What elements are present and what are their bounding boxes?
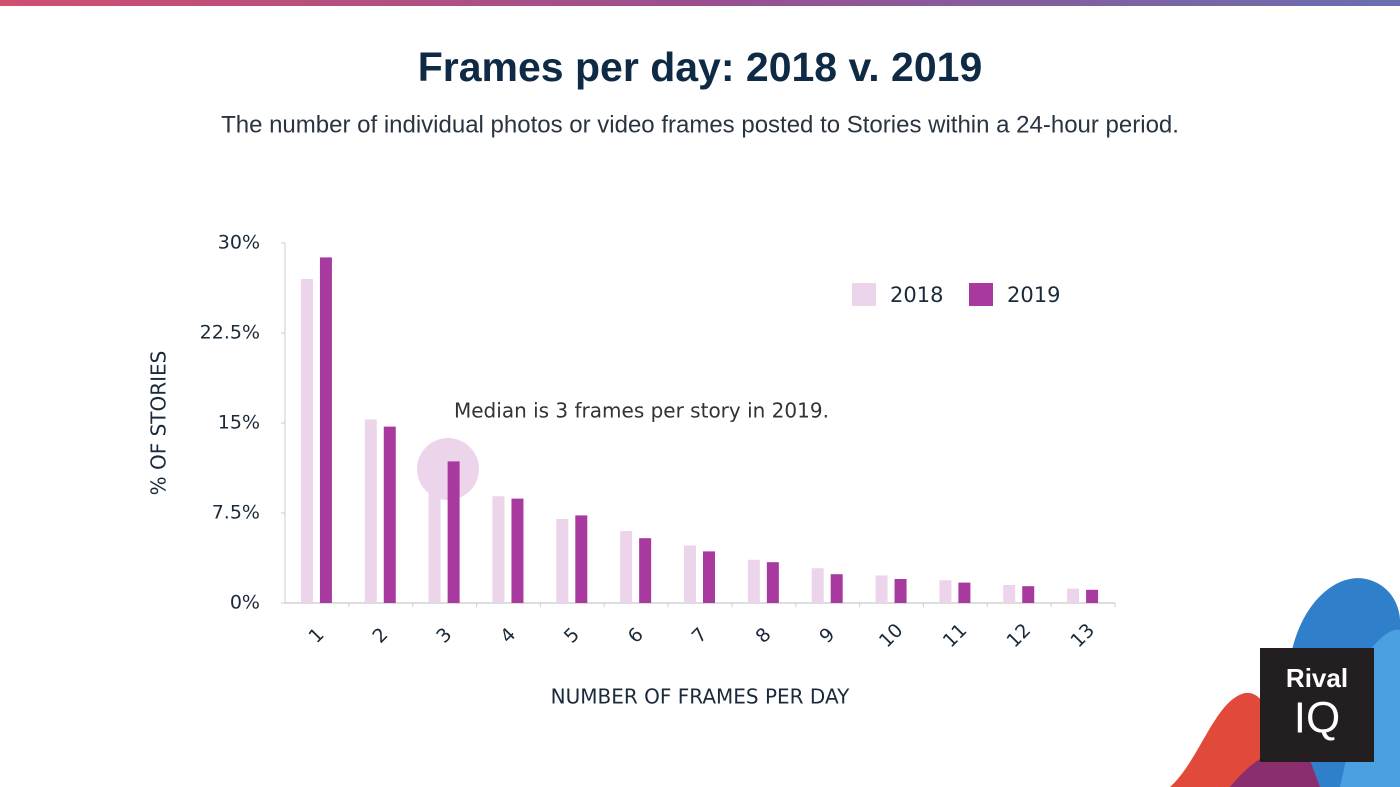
bar bbox=[830, 574, 843, 603]
bar bbox=[1003, 585, 1016, 603]
chart-subtitle: The number of individual photos or video… bbox=[221, 111, 1179, 138]
bar bbox=[958, 582, 971, 603]
x-tick-label: 6 bbox=[624, 624, 648, 648]
x-tick-label: 9 bbox=[815, 624, 839, 648]
y-tick-label: 0% bbox=[230, 592, 260, 614]
x-tick-label: 10 bbox=[875, 619, 908, 652]
y-tick-label: 7.5% bbox=[212, 502, 260, 524]
x-tick-label: 4 bbox=[496, 624, 520, 648]
bar bbox=[364, 419, 377, 603]
bar bbox=[811, 568, 824, 603]
bar bbox=[766, 562, 779, 603]
bar bbox=[383, 426, 396, 603]
x-tick-label: 5 bbox=[560, 624, 584, 648]
x-axis-title: NUMBER OF FRAMES PER DAY bbox=[551, 685, 850, 709]
x-tick-label: 1 bbox=[305, 624, 329, 648]
bar bbox=[492, 496, 505, 603]
bar bbox=[428, 468, 441, 603]
bar bbox=[639, 538, 652, 603]
top-bar bbox=[0, 0, 1400, 6]
legend-swatch bbox=[969, 283, 993, 306]
bar bbox=[939, 580, 952, 603]
bar bbox=[300, 279, 313, 603]
bar bbox=[1067, 588, 1080, 603]
bar bbox=[447, 461, 460, 603]
bar bbox=[747, 559, 760, 603]
legend-swatch bbox=[852, 283, 876, 306]
logo-text: Rival bbox=[1286, 663, 1348, 693]
bar bbox=[319, 257, 332, 603]
logo-box bbox=[1260, 648, 1374, 762]
x-tick-label: 7 bbox=[688, 624, 712, 648]
chart-title: Frames per day: 2018 v. 2019 bbox=[418, 44, 983, 90]
legend-label: 2019 bbox=[1007, 283, 1060, 307]
x-tick-label: 12 bbox=[1003, 619, 1036, 652]
x-tick-label: 11 bbox=[939, 619, 972, 652]
bar bbox=[575, 515, 588, 603]
bar bbox=[511, 498, 524, 603]
bar bbox=[894, 579, 907, 603]
bar bbox=[620, 531, 633, 603]
x-tick-label: 2 bbox=[368, 624, 392, 648]
bar bbox=[1022, 586, 1035, 603]
y-tick-label: 30% bbox=[218, 232, 260, 254]
y-tick-label: 15% bbox=[218, 412, 260, 434]
y-tick-label: 22.5% bbox=[200, 322, 260, 344]
bar bbox=[1086, 589, 1099, 603]
x-tick-label: 13 bbox=[1066, 619, 1099, 652]
x-tick-label: 3 bbox=[432, 624, 456, 648]
bar bbox=[875, 575, 888, 603]
logo-text: IQ bbox=[1294, 694, 1340, 743]
y-axis-title: % OF STORIES bbox=[147, 351, 171, 496]
bar bbox=[703, 551, 715, 603]
bar bbox=[556, 519, 569, 603]
bar bbox=[684, 545, 696, 603]
x-tick-label: 8 bbox=[751, 624, 775, 648]
annotation: Median is 3 frames per story in 2019. bbox=[454, 399, 829, 423]
legend-label: 2018 bbox=[890, 283, 943, 307]
